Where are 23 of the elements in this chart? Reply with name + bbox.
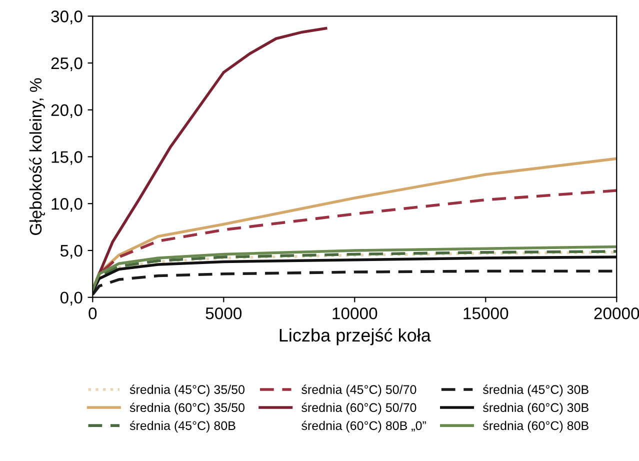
legend-label: średnia (45°C) 30B — [483, 384, 588, 396]
y-tick-label: 20,0 — [51, 104, 82, 118]
x-tick-label: 20000 — [594, 308, 639, 320]
y-tick-label: 30,0 — [51, 10, 82, 24]
y-tick-label: 25,0 — [51, 57, 82, 72]
legend-label: średnia (45°C) 35/50 — [130, 384, 244, 396]
legend-label: średnia (60°C) 35/50 — [130, 402, 244, 414]
y-tick-label: 10,0 — [52, 198, 82, 212]
x-axis-title: Liczba przejść koła — [280, 328, 431, 346]
y-tick-label: 15,0 — [52, 151, 82, 165]
y-tick-label: 0,0 — [60, 292, 82, 306]
legend-label: średnia (45°C) 50/70 — [302, 384, 416, 396]
x-tick-label: 5000 — [206, 308, 242, 320]
y-tick-label: 5,0 — [60, 244, 82, 259]
x-tick-label: 0 — [88, 308, 97, 320]
x-tick-label: 10000 — [332, 308, 378, 320]
x-tick-label: 15000 — [464, 308, 508, 320]
legend-label: średnia (60°C) 80B — [483, 420, 588, 433]
text: średnia (60°C) 80B „0” — [302, 420, 426, 433]
legend-label: średnia (45°C) 80B — [130, 420, 236, 433]
y-axis-title: Głębokość koleiny, % — [29, 78, 45, 235]
legend-label: średnia (60°C) 50/70 — [302, 402, 416, 414]
legend-label: średnia (60°C) 30B — [483, 402, 588, 414]
